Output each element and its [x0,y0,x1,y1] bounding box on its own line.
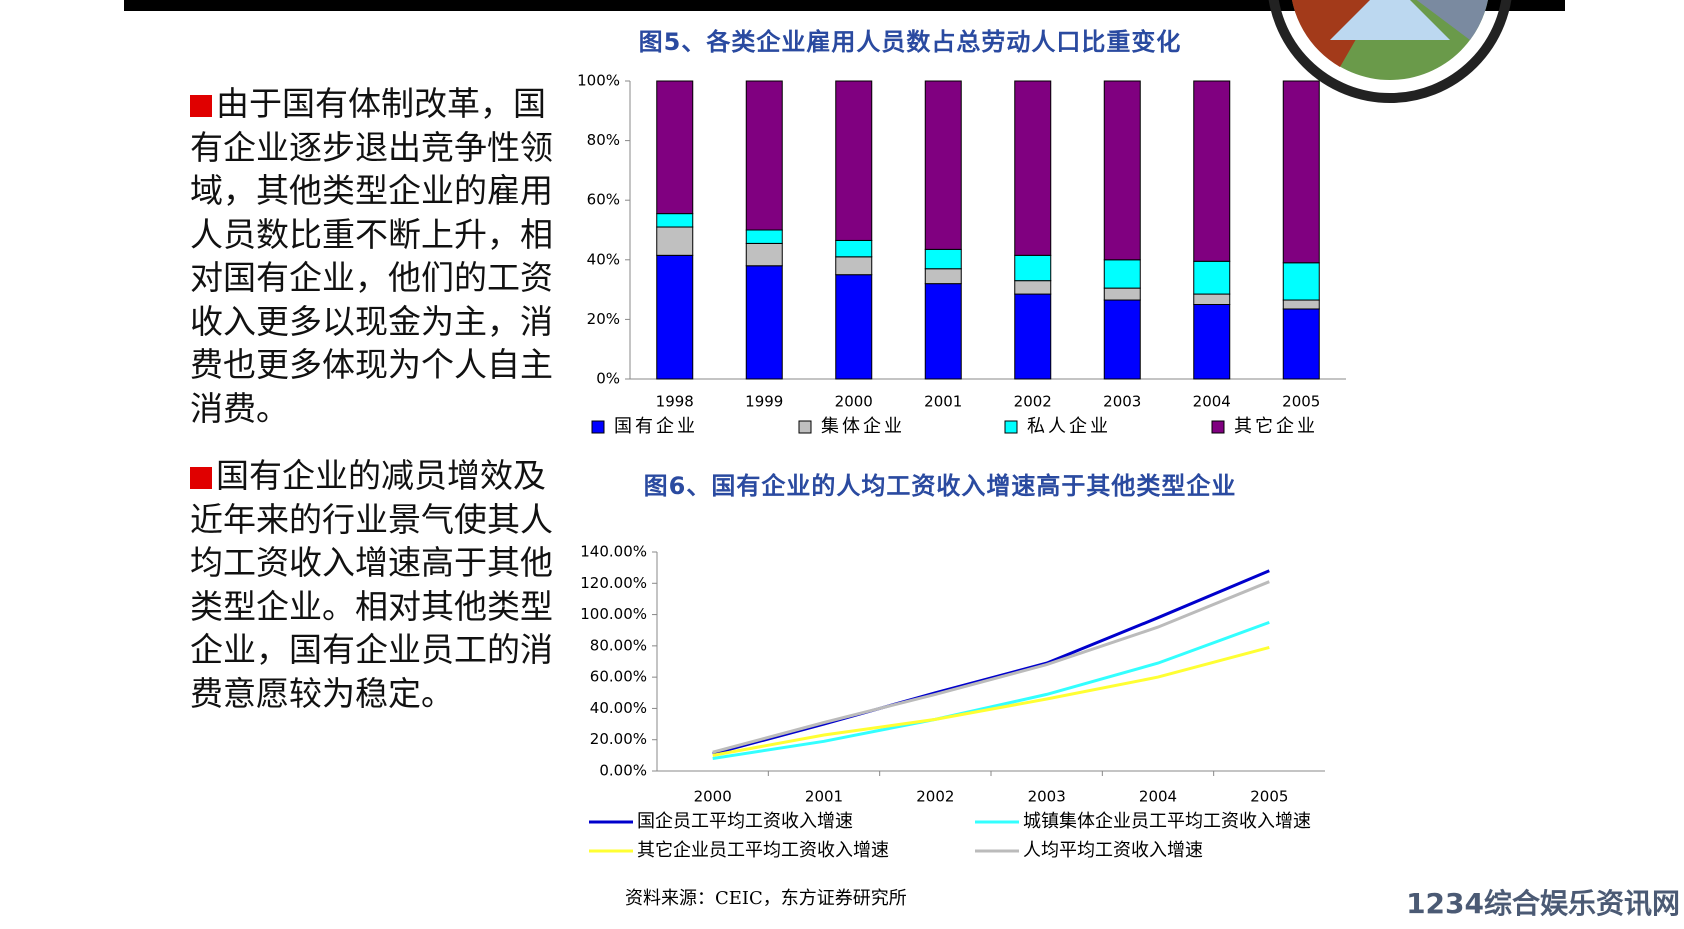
x-tick-label: 2001 [805,788,843,806]
x-tick-label: 2000 [694,788,732,806]
body-text: 由于国有体制改革，国有企业逐步退出竞争性领域，其他类型企业的雇用人员数比重不断上… [190,82,560,739]
y-tick-label: 60% [587,191,620,209]
bar-segment [1014,293,1052,380]
bar-segment [745,80,783,231]
bar-segment [656,213,694,228]
y-tick-label: 20.00% [590,730,647,748]
bar-segment [835,239,873,258]
legend-label: 人均平均工资收入增速 [1023,840,1203,861]
y-tick-label: 40.00% [590,699,647,717]
x-tick-label: 2003 [1028,788,1066,806]
bar-segment [924,283,962,380]
bar-segment [1193,293,1231,306]
bullet [190,95,212,117]
bar-segment [656,254,694,380]
paragraph: 国有企业的减员增效及近年来的行业景气使其人均工资收入增速高于其他类型企业。相对其… [190,454,560,715]
legend-swatch [1004,420,1018,434]
series-line [712,580,1270,754]
source-note: 资料来源：CEIC，东方证券研究所 [625,888,907,909]
bar-segment [1103,80,1141,261]
bar-segment [1193,260,1231,295]
top-bar [124,0,1565,11]
bar-segment [924,80,962,250]
bar-segment [1103,287,1141,301]
paragraph-text: 国有企业的减员增效及近年来的行业景气使其人均工资收入增速高于其他类型企业。相对其… [190,456,553,713]
x-tick-label: 2002 [916,788,954,806]
bar-segment [1193,304,1231,380]
bar-segment [1282,80,1320,264]
x-tick-label: 2005 [1282,393,1320,411]
bar-segment [924,248,962,270]
bar-segment [1282,299,1320,310]
x-tick-label: 2005 [1250,788,1288,806]
x-tick-label: 2004 [1193,393,1231,411]
bar-segment [745,265,783,380]
paragraph-text: 由于国有体制改革，国有企业逐步退出竞争性领域，其他类型企业的雇用人员数比重不断上… [190,84,553,428]
bar-segment [1193,80,1231,262]
legend-label: 国企员工平均工资收入增速 [637,811,853,832]
legend-label: 城镇集体企业员工平均工资收入增速 [1023,811,1311,832]
y-tick-label: 20% [587,310,620,328]
x-tick-label: 1998 [656,393,694,411]
chart-title: 图6、国有企业的人均工资收入增速高于其他类型企业 [644,472,1237,500]
series-line [712,569,1270,756]
y-tick-label: 140.00% [580,543,647,561]
bar-segment [1103,299,1141,380]
bar-segment [835,274,873,380]
y-tick-label: 40% [587,250,620,268]
legend-swatch [798,420,812,434]
y-tick-label: 100% [577,72,620,90]
watermark: 1234综合娱乐资讯网 [1406,887,1680,920]
bar-segment [835,256,873,276]
bar-segment [1014,280,1052,295]
legend-label: 私人企业 [1027,416,1111,437]
legend-swatch [591,420,605,434]
legend-label: 集体企业 [821,416,905,437]
x-tick-label: 2001 [924,393,962,411]
x-tick-label: 2002 [1014,393,1052,411]
y-tick-label: 0% [596,370,620,388]
x-tick-label: 2000 [835,393,873,411]
y-tick-label: 80% [587,131,620,149]
legend-label: 国有企业 [614,416,698,437]
y-tick-label: 60.00% [590,668,647,686]
paragraph: 由于国有体制改革，国有企业逐步退出竞争性领域，其他类型企业的雇用人员数比重不断上… [190,82,560,430]
series-line [712,645,1270,757]
decoration [1268,0,1512,103]
legend-label: 其它企业员工平均工资收入增速 [637,840,889,861]
bar-segment [745,242,783,267]
bar-segment [656,226,694,256]
chart-title: 图5、各类企业雇用人员数占总劳动人口比重变化 [639,28,1182,56]
bullet [190,467,212,489]
bar-segment [1014,80,1052,256]
y-tick-label: 100.00% [580,605,647,623]
bar-segment [924,268,962,285]
legend-swatch [1211,420,1225,434]
x-tick-label: 1999 [745,393,783,411]
bar-segment [1282,262,1320,301]
y-tick-label: 0.00% [599,762,647,780]
bar-segment [745,229,783,244]
legend-label: 其它企业 [1234,416,1318,437]
series-line [712,620,1270,760]
bar-segment [1103,259,1141,289]
bar-segment [835,80,873,241]
bar-segment [1282,308,1320,380]
bar-segment [1014,254,1052,282]
x-tick-label: 2003 [1103,393,1141,411]
y-tick-label: 120.00% [580,574,647,592]
y-tick-label: 80.00% [590,636,647,654]
x-tick-label: 2004 [1139,788,1177,806]
bar-segment [656,80,694,215]
